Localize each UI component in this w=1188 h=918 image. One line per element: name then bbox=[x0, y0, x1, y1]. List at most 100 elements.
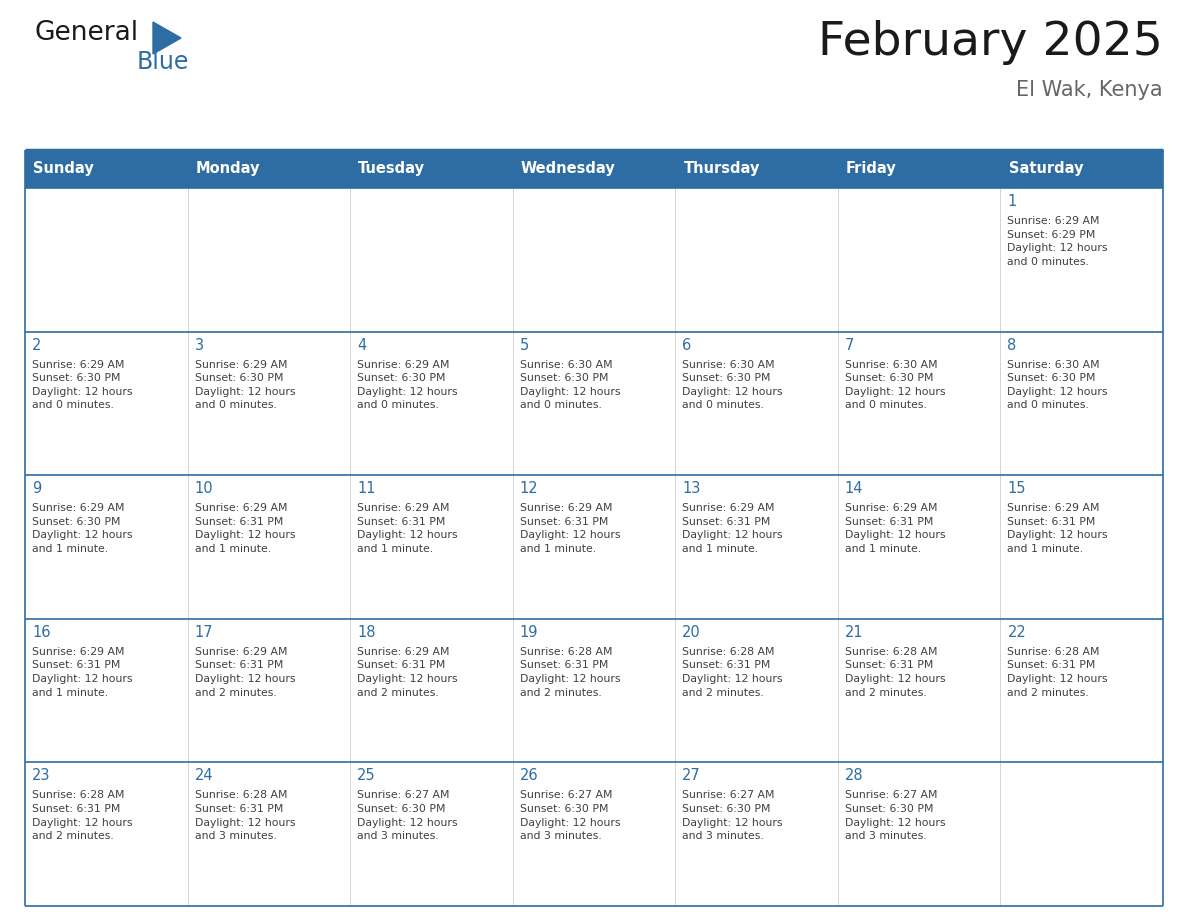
Text: 10: 10 bbox=[195, 481, 213, 497]
Bar bbox=[1000, 763, 1163, 906]
Text: Sunrise: 6:30 AM
Sunset: 6:30 PM
Daylight: 12 hours
and 0 minutes.: Sunrise: 6:30 AM Sunset: 6:30 PM Dayligh… bbox=[682, 360, 783, 410]
Text: February 2025: February 2025 bbox=[819, 20, 1163, 65]
Bar bbox=[350, 188, 513, 331]
Text: 9: 9 bbox=[32, 481, 42, 497]
Bar bbox=[838, 619, 1000, 763]
Text: 14: 14 bbox=[845, 481, 864, 497]
Text: Sunrise: 6:27 AM
Sunset: 6:30 PM
Daylight: 12 hours
and 3 minutes.: Sunrise: 6:27 AM Sunset: 6:30 PM Dayligh… bbox=[845, 790, 946, 841]
Text: Sunrise: 6:28 AM
Sunset: 6:31 PM
Daylight: 12 hours
and 2 minutes.: Sunrise: 6:28 AM Sunset: 6:31 PM Dayligh… bbox=[32, 790, 133, 841]
Text: 13: 13 bbox=[682, 481, 701, 497]
Bar bbox=[350, 476, 513, 619]
Text: 6: 6 bbox=[682, 338, 691, 353]
Text: 15: 15 bbox=[1007, 481, 1026, 497]
Text: Sunrise: 6:27 AM
Sunset: 6:30 PM
Daylight: 12 hours
and 3 minutes.: Sunrise: 6:27 AM Sunset: 6:30 PM Dayligh… bbox=[519, 790, 620, 841]
Text: Sunrise: 6:28 AM
Sunset: 6:31 PM
Daylight: 12 hours
and 2 minutes.: Sunrise: 6:28 AM Sunset: 6:31 PM Dayligh… bbox=[1007, 647, 1108, 698]
Text: 3: 3 bbox=[195, 338, 203, 353]
Text: Tuesday: Tuesday bbox=[359, 162, 425, 176]
Bar bbox=[675, 331, 838, 476]
Text: Sunrise: 6:29 AM
Sunset: 6:31 PM
Daylight: 12 hours
and 1 minute.: Sunrise: 6:29 AM Sunset: 6:31 PM Dayligh… bbox=[682, 503, 783, 554]
Bar bbox=[1000, 331, 1163, 476]
Text: Sunrise: 6:28 AM
Sunset: 6:31 PM
Daylight: 12 hours
and 2 minutes.: Sunrise: 6:28 AM Sunset: 6:31 PM Dayligh… bbox=[845, 647, 946, 698]
Text: 28: 28 bbox=[845, 768, 864, 783]
Text: Sunrise: 6:27 AM
Sunset: 6:30 PM
Daylight: 12 hours
and 3 minutes.: Sunrise: 6:27 AM Sunset: 6:30 PM Dayligh… bbox=[358, 790, 457, 841]
Polygon shape bbox=[153, 22, 181, 54]
Bar bbox=[25, 150, 1163, 188]
Text: 1: 1 bbox=[1007, 194, 1017, 209]
Text: Sunrise: 6:28 AM
Sunset: 6:31 PM
Daylight: 12 hours
and 2 minutes.: Sunrise: 6:28 AM Sunset: 6:31 PM Dayligh… bbox=[519, 647, 620, 698]
Bar bbox=[513, 331, 675, 476]
Text: 4: 4 bbox=[358, 338, 366, 353]
Text: 22: 22 bbox=[1007, 625, 1026, 640]
Bar bbox=[188, 763, 350, 906]
Text: Sunrise: 6:29 AM
Sunset: 6:31 PM
Daylight: 12 hours
and 1 minute.: Sunrise: 6:29 AM Sunset: 6:31 PM Dayligh… bbox=[32, 647, 133, 698]
Text: Sunrise: 6:29 AM
Sunset: 6:30 PM
Daylight: 12 hours
and 0 minutes.: Sunrise: 6:29 AM Sunset: 6:30 PM Dayligh… bbox=[358, 360, 457, 410]
Text: Sunrise: 6:29 AM
Sunset: 6:30 PM
Daylight: 12 hours
and 0 minutes.: Sunrise: 6:29 AM Sunset: 6:30 PM Dayligh… bbox=[195, 360, 295, 410]
Bar bbox=[513, 188, 675, 331]
Text: 7: 7 bbox=[845, 338, 854, 353]
Text: Sunrise: 6:27 AM
Sunset: 6:30 PM
Daylight: 12 hours
and 3 minutes.: Sunrise: 6:27 AM Sunset: 6:30 PM Dayligh… bbox=[682, 790, 783, 841]
Text: Saturday: Saturday bbox=[1009, 162, 1083, 176]
Text: 24: 24 bbox=[195, 768, 213, 783]
Text: 16: 16 bbox=[32, 625, 51, 640]
Bar bbox=[838, 331, 1000, 476]
Text: 19: 19 bbox=[519, 625, 538, 640]
Bar bbox=[1000, 619, 1163, 763]
Text: Sunrise: 6:29 AM
Sunset: 6:31 PM
Daylight: 12 hours
and 2 minutes.: Sunrise: 6:29 AM Sunset: 6:31 PM Dayligh… bbox=[358, 647, 457, 698]
Text: Sunrise: 6:29 AM
Sunset: 6:31 PM
Daylight: 12 hours
and 1 minute.: Sunrise: 6:29 AM Sunset: 6:31 PM Dayligh… bbox=[519, 503, 620, 554]
Text: Sunrise: 6:29 AM
Sunset: 6:30 PM
Daylight: 12 hours
and 0 minutes.: Sunrise: 6:29 AM Sunset: 6:30 PM Dayligh… bbox=[32, 360, 133, 410]
Bar bbox=[675, 476, 838, 619]
Text: 23: 23 bbox=[32, 768, 51, 783]
Bar bbox=[25, 476, 188, 619]
Bar bbox=[513, 476, 675, 619]
Bar bbox=[188, 476, 350, 619]
Text: Sunrise: 6:29 AM
Sunset: 6:31 PM
Daylight: 12 hours
and 2 minutes.: Sunrise: 6:29 AM Sunset: 6:31 PM Dayligh… bbox=[195, 647, 295, 698]
Bar bbox=[838, 763, 1000, 906]
Text: Sunrise: 6:30 AM
Sunset: 6:30 PM
Daylight: 12 hours
and 0 minutes.: Sunrise: 6:30 AM Sunset: 6:30 PM Dayligh… bbox=[519, 360, 620, 410]
Text: Sunrise: 6:29 AM
Sunset: 6:31 PM
Daylight: 12 hours
and 1 minute.: Sunrise: 6:29 AM Sunset: 6:31 PM Dayligh… bbox=[195, 503, 295, 554]
Text: Blue: Blue bbox=[137, 50, 189, 74]
Text: Sunrise: 6:28 AM
Sunset: 6:31 PM
Daylight: 12 hours
and 3 minutes.: Sunrise: 6:28 AM Sunset: 6:31 PM Dayligh… bbox=[195, 790, 295, 841]
Text: 26: 26 bbox=[519, 768, 538, 783]
Text: Sunrise: 6:28 AM
Sunset: 6:31 PM
Daylight: 12 hours
and 2 minutes.: Sunrise: 6:28 AM Sunset: 6:31 PM Dayligh… bbox=[682, 647, 783, 698]
Bar bbox=[25, 763, 188, 906]
Bar bbox=[513, 619, 675, 763]
Bar bbox=[350, 763, 513, 906]
Bar bbox=[25, 188, 188, 331]
Text: Wednesday: Wednesday bbox=[520, 162, 615, 176]
Text: Sunrise: 6:29 AM
Sunset: 6:31 PM
Daylight: 12 hours
and 1 minute.: Sunrise: 6:29 AM Sunset: 6:31 PM Dayligh… bbox=[358, 503, 457, 554]
Bar bbox=[188, 331, 350, 476]
Text: Sunrise: 6:30 AM
Sunset: 6:30 PM
Daylight: 12 hours
and 0 minutes.: Sunrise: 6:30 AM Sunset: 6:30 PM Dayligh… bbox=[1007, 360, 1108, 410]
Text: 2: 2 bbox=[32, 338, 42, 353]
Bar bbox=[513, 763, 675, 906]
Text: 25: 25 bbox=[358, 768, 375, 783]
Text: Sunrise: 6:29 AM
Sunset: 6:31 PM
Daylight: 12 hours
and 1 minute.: Sunrise: 6:29 AM Sunset: 6:31 PM Dayligh… bbox=[1007, 503, 1108, 554]
Bar bbox=[1000, 476, 1163, 619]
Text: Monday: Monday bbox=[196, 162, 260, 176]
Text: El Wak, Kenya: El Wak, Kenya bbox=[1017, 80, 1163, 100]
Text: 20: 20 bbox=[682, 625, 701, 640]
Bar bbox=[1000, 188, 1163, 331]
Bar bbox=[25, 619, 188, 763]
Text: Sunday: Sunday bbox=[33, 162, 94, 176]
Text: 27: 27 bbox=[682, 768, 701, 783]
Text: Sunrise: 6:29 AM
Sunset: 6:29 PM
Daylight: 12 hours
and 0 minutes.: Sunrise: 6:29 AM Sunset: 6:29 PM Dayligh… bbox=[1007, 216, 1108, 267]
Text: 5: 5 bbox=[519, 338, 529, 353]
Text: Sunrise: 6:29 AM
Sunset: 6:30 PM
Daylight: 12 hours
and 1 minute.: Sunrise: 6:29 AM Sunset: 6:30 PM Dayligh… bbox=[32, 503, 133, 554]
Bar bbox=[188, 188, 350, 331]
Text: General: General bbox=[34, 20, 139, 46]
Text: 8: 8 bbox=[1007, 338, 1017, 353]
Text: 11: 11 bbox=[358, 481, 375, 497]
Bar bbox=[838, 476, 1000, 619]
Text: 17: 17 bbox=[195, 625, 213, 640]
Text: Sunrise: 6:30 AM
Sunset: 6:30 PM
Daylight: 12 hours
and 0 minutes.: Sunrise: 6:30 AM Sunset: 6:30 PM Dayligh… bbox=[845, 360, 946, 410]
Bar bbox=[838, 188, 1000, 331]
Bar bbox=[675, 619, 838, 763]
Text: 21: 21 bbox=[845, 625, 864, 640]
Bar bbox=[350, 619, 513, 763]
Text: 12: 12 bbox=[519, 481, 538, 497]
Bar bbox=[188, 619, 350, 763]
Text: Thursday: Thursday bbox=[683, 162, 760, 176]
Bar bbox=[350, 331, 513, 476]
Text: 18: 18 bbox=[358, 625, 375, 640]
Bar bbox=[675, 188, 838, 331]
